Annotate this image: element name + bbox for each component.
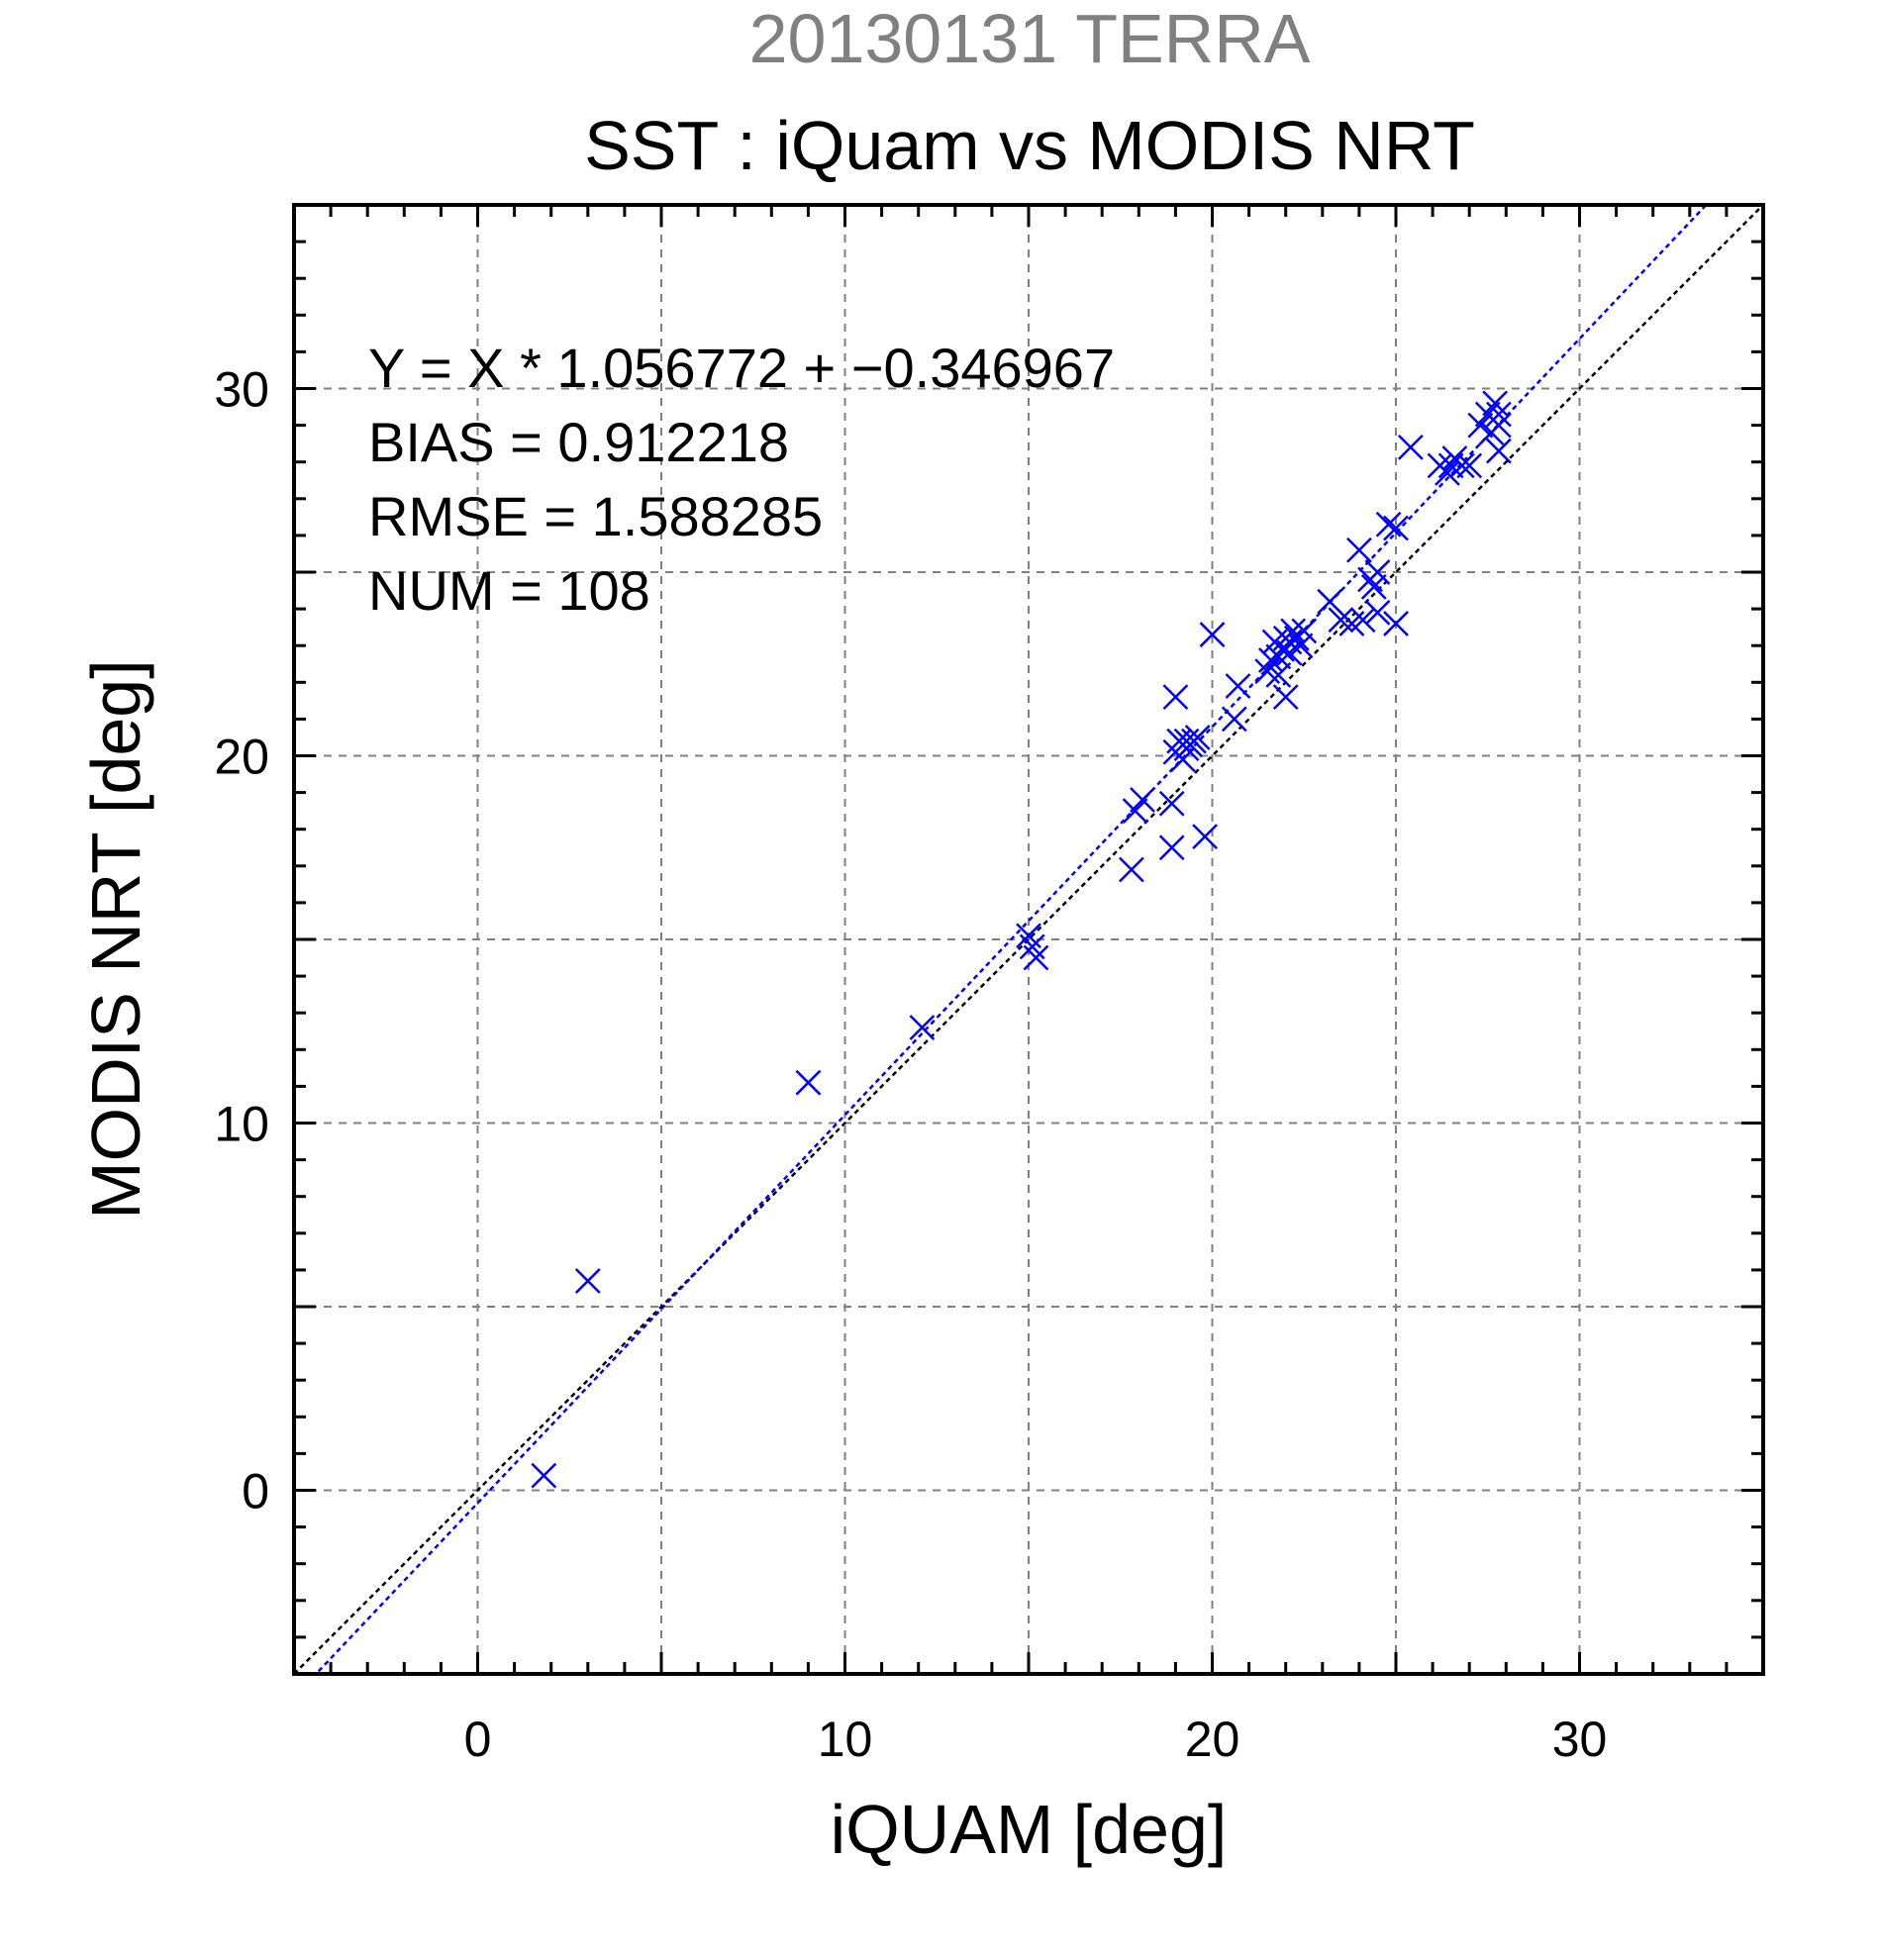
data-point	[574, 1268, 601, 1294]
data-point	[1118, 856, 1144, 883]
data-point	[1360, 573, 1387, 600]
y-axis-label: MODIS NRT [deg]	[77, 659, 154, 1219]
data-point	[1383, 515, 1409, 541]
data-point	[1221, 706, 1247, 733]
y-tick-label: 30	[214, 362, 269, 418]
reference-lines	[294, 205, 1763, 1674]
x-tick-label: 10	[818, 1712, 873, 1767]
rmse-text: RMSE = 1.588285	[368, 485, 823, 547]
y-tick-labels: 0 10 20 30	[214, 362, 269, 1519]
data-point	[1265, 661, 1292, 688]
data-point	[1375, 511, 1402, 538]
data-point	[1456, 452, 1483, 479]
x-axis-label: iQUAM [deg]	[831, 1791, 1228, 1868]
x-tick-label: 0	[464, 1712, 492, 1767]
data-point	[1485, 401, 1512, 428]
data-point	[1291, 618, 1318, 644]
data-point	[1435, 459, 1460, 486]
data-point	[1184, 725, 1211, 750]
stats-annotation: Y = X * 1.056772 + −0.346967 BIAS = 0.91…	[368, 337, 1115, 622]
data-point	[1485, 412, 1512, 439]
x-tick-label: 30	[1552, 1712, 1608, 1767]
data-point	[1158, 834, 1185, 861]
plot-frame	[292, 203, 1765, 1676]
data-point	[1199, 622, 1226, 647]
x-tick-labels: 0 10 20 30	[464, 1712, 1608, 1767]
x-tick-label: 20	[1185, 1712, 1240, 1767]
data-point	[1383, 611, 1409, 637]
data-point	[1346, 537, 1372, 563]
data-point	[1276, 639, 1303, 666]
data-point	[1467, 412, 1494, 439]
fit-equation-text: Y = X * 1.056772 + −0.346967	[368, 337, 1115, 399]
data-point	[795, 1069, 822, 1096]
data-point	[1364, 599, 1391, 626]
data-point	[1317, 588, 1343, 615]
identity-line	[294, 205, 1763, 1674]
data-point	[1287, 633, 1314, 659]
data-point	[1364, 559, 1391, 585]
bias-text: BIAS = 0.912218	[368, 411, 789, 473]
data-point	[1397, 434, 1424, 460]
y-tick-label: 20	[214, 730, 269, 785]
y-tick-label: 10	[214, 1097, 269, 1152]
data-point	[1225, 673, 1251, 699]
data-point	[1122, 798, 1148, 825]
data-point	[531, 1462, 557, 1489]
data-point	[1162, 684, 1189, 711]
data-point	[1023, 944, 1049, 971]
data-point	[1485, 438, 1512, 464]
data-point	[1448, 452, 1475, 479]
data-point	[1130, 787, 1155, 813]
data-point	[1192, 824, 1218, 850]
grid-lines	[294, 205, 1763, 1674]
data-points	[531, 390, 1512, 1489]
y-tick-label: 0	[242, 1464, 269, 1519]
chart-suptitle: 20130131 TERRA	[749, 0, 1311, 77]
num-text: NUM = 108	[368, 559, 650, 622]
data-point	[1158, 790, 1185, 817]
data-point	[1280, 618, 1307, 644]
data-point	[909, 1015, 936, 1040]
data-point	[1437, 452, 1464, 479]
data-point	[1349, 607, 1376, 634]
data-point	[1272, 684, 1299, 711]
chart-title: SST : iQuam vs MODIS NRT	[584, 107, 1475, 184]
